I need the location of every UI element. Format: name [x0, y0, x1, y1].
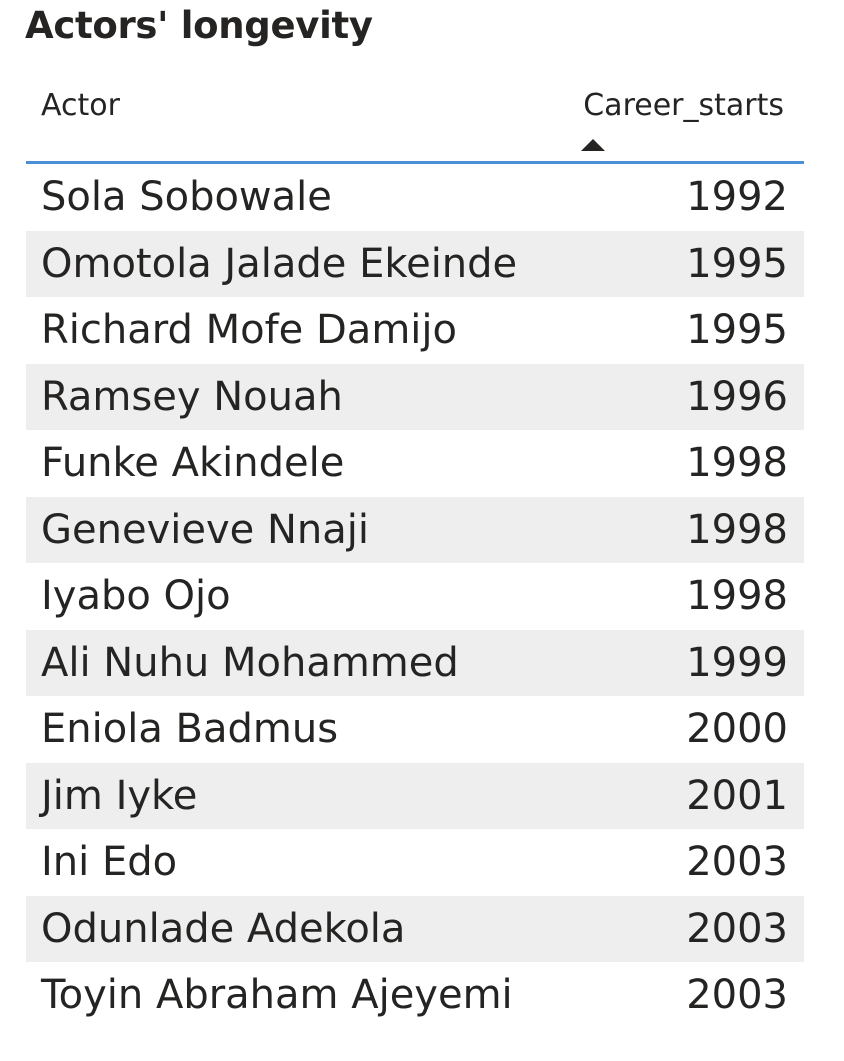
cell-career-starts: 2003 [686, 839, 788, 886]
table-row[interactable]: Ini Edo 2003 [26, 829, 804, 896]
cell-career-starts: 2001 [686, 772, 788, 819]
sort-ascending-icon[interactable] [581, 139, 605, 151]
cell-career-starts: 1998 [686, 440, 788, 487]
table-row[interactable]: Genevieve Nnaji 1998 [26, 496, 804, 563]
table-row[interactable]: Jim Iyke 2001 [26, 762, 804, 829]
data-table: Actor Career_starts Sola Sobowale 1992 Omo… [26, 84, 804, 1029]
cell-actor: Richard Mofe Damijo [41, 307, 457, 354]
table-row[interactable]: Odunlade Adekola 2003 [26, 895, 804, 962]
cell-actor: Jim Iyke [41, 772, 198, 819]
table-row[interactable]: Omotola Jalade Ekeinde 1995 [26, 230, 804, 297]
table-row[interactable]: Toyin Abraham Ajeyemi 2003 [26, 962, 804, 1029]
cell-actor: Odunlade Adekola [41, 905, 406, 952]
cell-actor: Ali Nuhu Mohammed [41, 639, 459, 686]
cell-career-starts: 1998 [686, 573, 788, 620]
column-header-career-starts[interactable]: Career_starts [583, 88, 784, 123]
table-row[interactable]: Richard Mofe Damijo 1995 [26, 297, 804, 364]
table-row[interactable]: Iyabo Ojo 1998 [26, 563, 804, 630]
cell-career-starts: 2000 [686, 706, 788, 753]
cell-career-starts: 1996 [686, 373, 788, 420]
cell-career-starts: 1998 [686, 506, 788, 553]
cell-actor: Toyin Abraham Ajeyemi [41, 972, 513, 1019]
cell-career-starts: 1999 [686, 639, 788, 686]
cell-career-starts: 1995 [686, 307, 788, 354]
visual-title: Actors' longevity [25, 4, 373, 47]
cell-actor: Iyabo Ojo [41, 573, 231, 620]
cell-actor: Eniola Badmus [41, 706, 339, 753]
table-row[interactable]: Ali Nuhu Mohammed 1999 [26, 629, 804, 696]
cell-career-starts: 2003 [686, 972, 788, 1019]
table-header: Actor Career_starts [26, 84, 804, 164]
cell-actor: Ramsey Nouah [41, 373, 343, 420]
table-row[interactable]: Ramsey Nouah 1996 [26, 363, 804, 430]
table-row[interactable]: Sola Sobowale 1992 [26, 164, 804, 231]
cell-actor: Ini Edo [41, 839, 178, 886]
cell-actor: Omotola Jalade Ekeinde [41, 240, 518, 287]
cell-actor: Sola Sobowale [41, 174, 332, 221]
table-row[interactable]: Funke Akindele 1998 [26, 430, 804, 497]
cell-career-starts: 1995 [686, 240, 788, 287]
cell-actor: Funke Akindele [41, 440, 345, 487]
column-header-actor[interactable]: Actor [41, 88, 120, 123]
cell-actor: Genevieve Nnaji [41, 506, 369, 553]
cell-career-starts: 1992 [686, 174, 788, 221]
cell-career-starts: 2003 [686, 905, 788, 952]
table-body: Sola Sobowale 1992 Omotola Jalade Ekeinde 1… [26, 164, 804, 1029]
table-row[interactable]: Eniola Badmus 2000 [26, 696, 804, 763]
